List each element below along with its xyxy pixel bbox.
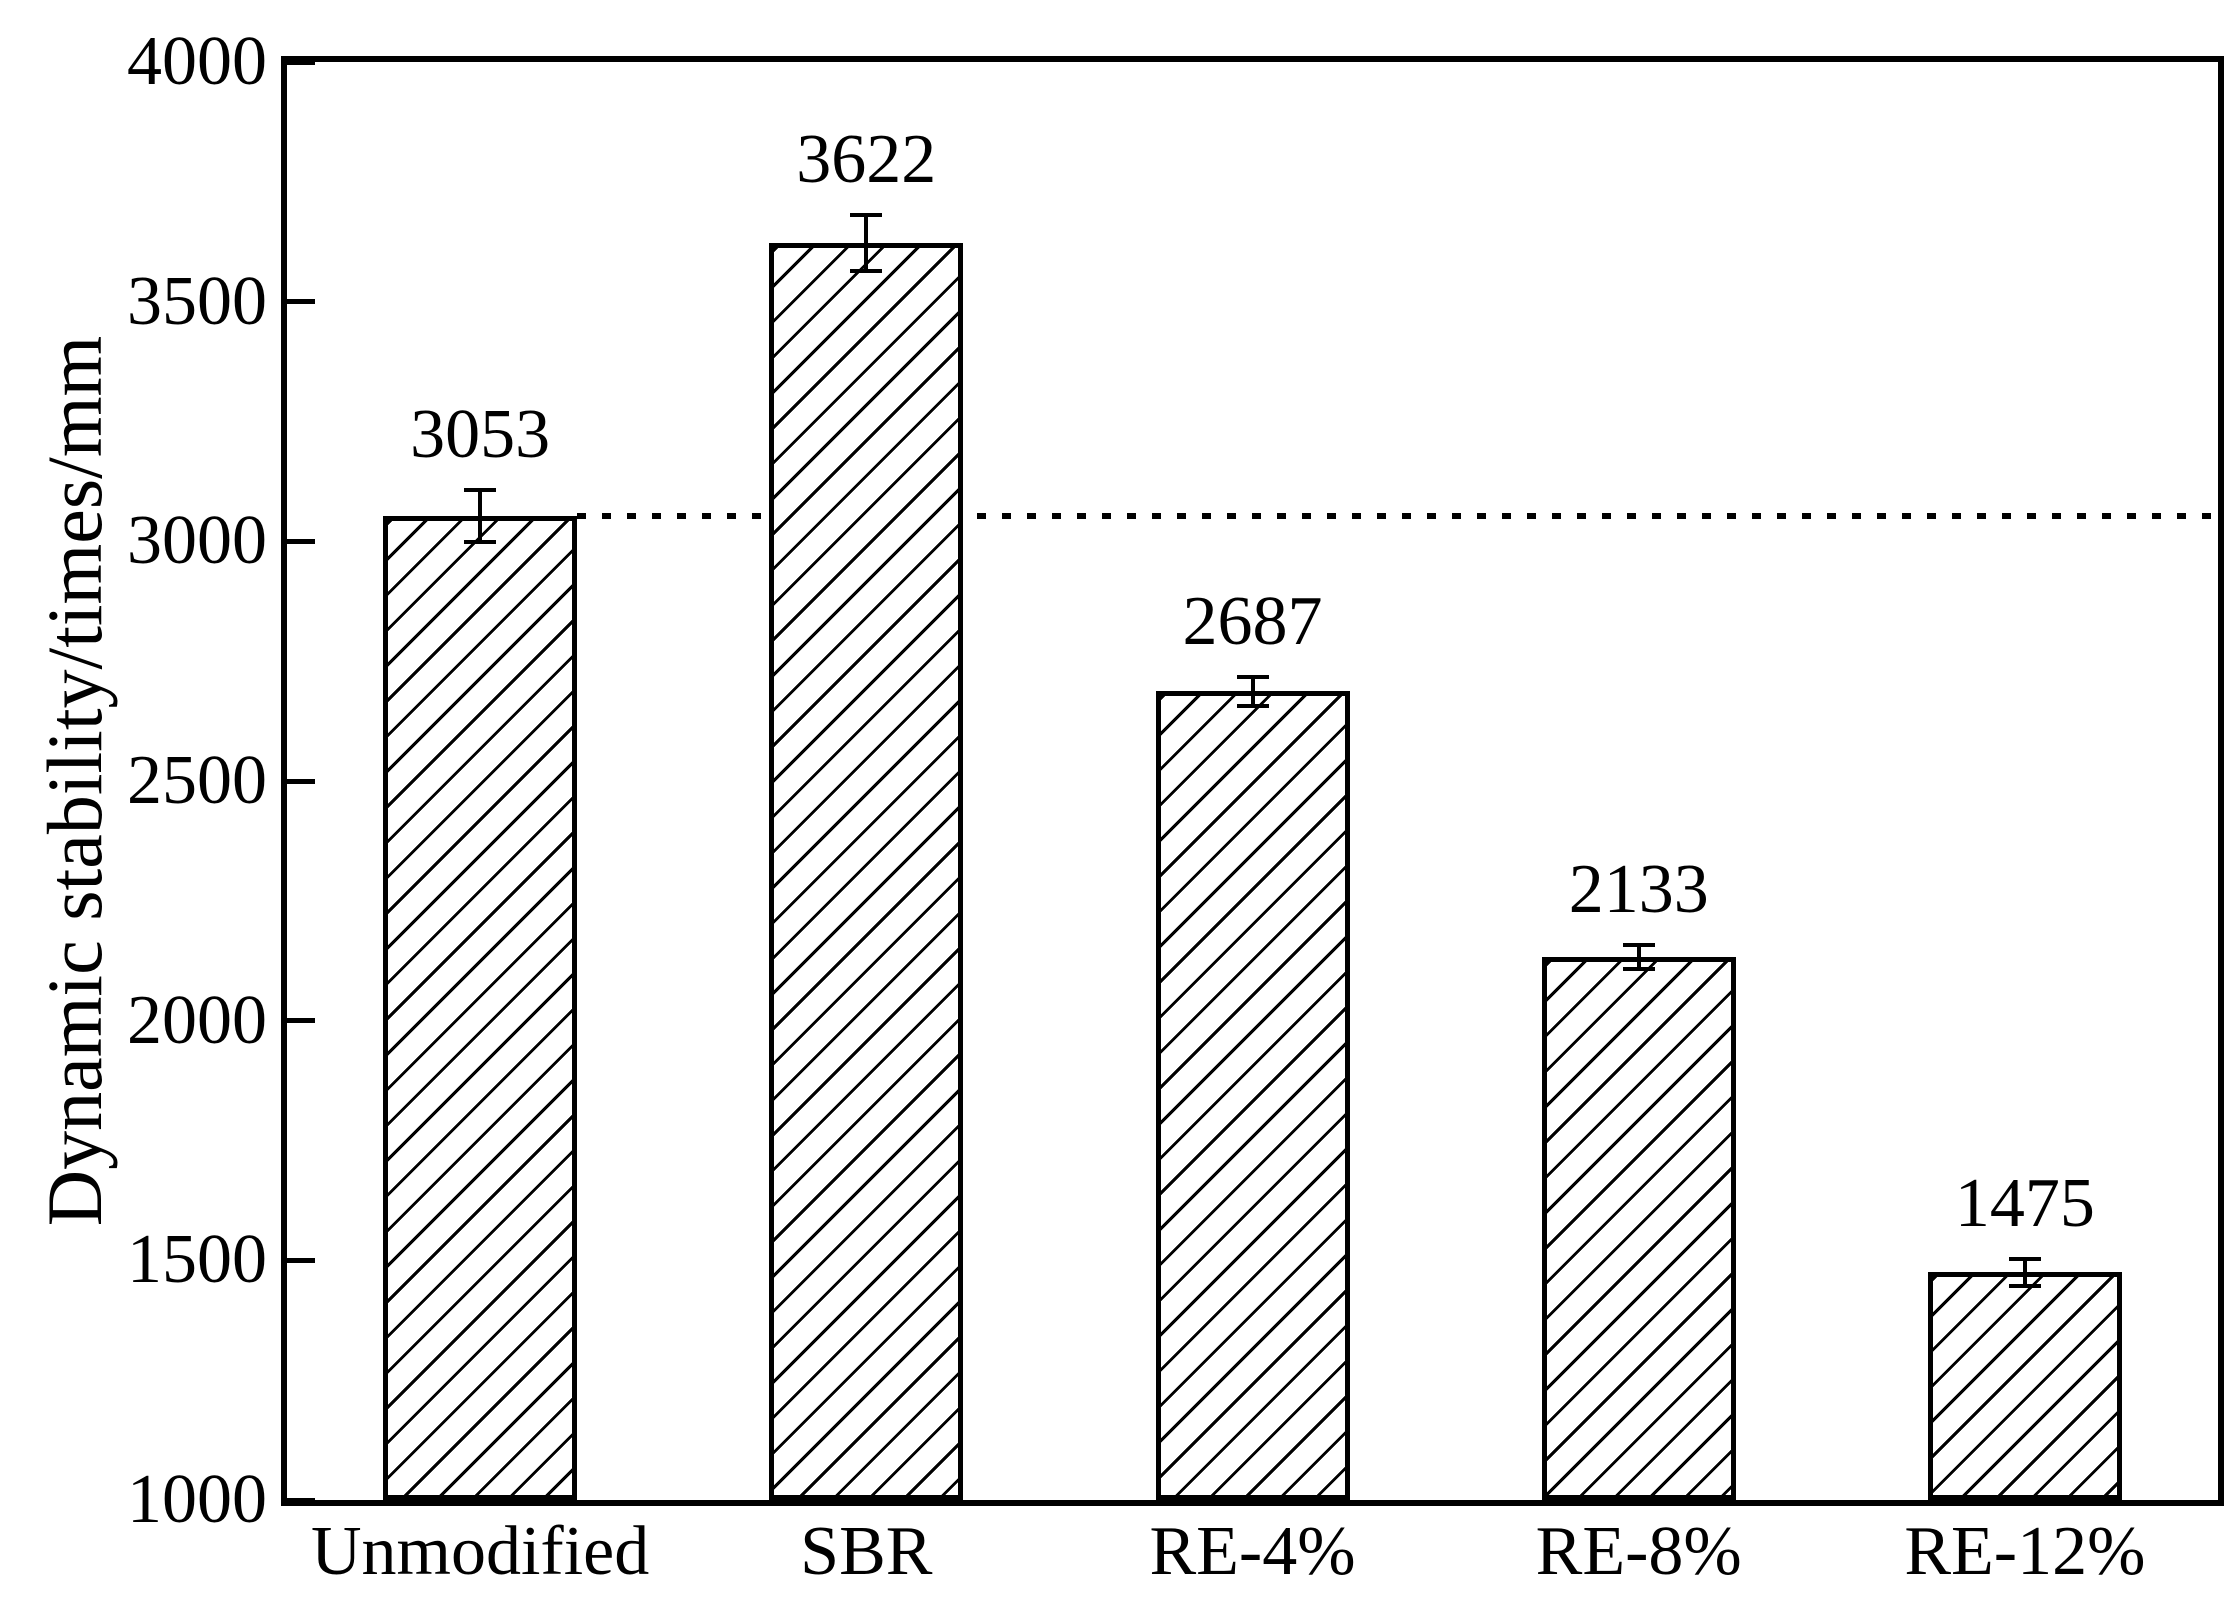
y-tick-label: 2000 bbox=[127, 981, 267, 1059]
bar-value-label: 3622 bbox=[796, 121, 937, 199]
bar-value-label: 2133 bbox=[1568, 850, 1709, 928]
y-tick-mark bbox=[287, 299, 315, 305]
error-bar-bottom-cap bbox=[1236, 703, 1269, 708]
y-tick-mark bbox=[287, 59, 315, 65]
y-tick-mark bbox=[287, 538, 315, 544]
x-category-label: RE-8% bbox=[1535, 1513, 1742, 1590]
error-bar-top-cap bbox=[1622, 942, 1655, 947]
y-tick-label: 2500 bbox=[127, 742, 267, 819]
error-bar bbox=[1636, 944, 1641, 969]
bar bbox=[383, 515, 578, 1500]
y-axis-title: Dynamic stability/times/mm bbox=[31, 335, 118, 1227]
error-bar-top-cap bbox=[1236, 674, 1269, 679]
error-bar bbox=[1250, 676, 1255, 706]
error-bar-bottom-cap bbox=[1622, 966, 1655, 971]
y-tick-label: 1000 bbox=[127, 1461, 267, 1538]
bar bbox=[1927, 1272, 2122, 1500]
error-bar bbox=[478, 489, 483, 543]
y-tick-label: 3500 bbox=[127, 262, 267, 340]
y-tick-label: 1500 bbox=[127, 1221, 267, 1299]
error-bar-top-cap bbox=[850, 213, 883, 218]
x-category-label: SBR bbox=[800, 1513, 933, 1590]
error-bar-bottom-cap bbox=[850, 268, 883, 273]
x-category-label: Unmodified bbox=[310, 1513, 650, 1590]
plot-frame bbox=[281, 56, 2224, 1506]
error-bar-top-cap bbox=[464, 487, 497, 492]
reference-dotted-line bbox=[577, 512, 2218, 519]
y-tick-label: 4000 bbox=[127, 23, 267, 100]
x-category-label: RE-12% bbox=[1904, 1513, 2146, 1590]
bar-value-label: 3053 bbox=[410, 395, 551, 473]
error-bar-top-cap bbox=[2008, 1256, 2041, 1261]
x-category-label: RE-4% bbox=[1149, 1513, 1356, 1590]
y-tick-mark bbox=[287, 1497, 315, 1503]
bar-value-label: 2687 bbox=[1182, 582, 1323, 660]
error-bar bbox=[2022, 1258, 2027, 1286]
y-tick-mark bbox=[287, 778, 315, 784]
error-bar-bottom-cap bbox=[2008, 1283, 2041, 1288]
bar bbox=[769, 243, 964, 1500]
bar-value-label: 1475 bbox=[1954, 1164, 2095, 1242]
bar bbox=[1541, 956, 1736, 1500]
y-tick-mark bbox=[287, 1257, 315, 1263]
y-tick-label: 3000 bbox=[127, 502, 267, 580]
bar bbox=[1155, 691, 1350, 1500]
error-bar bbox=[864, 215, 869, 271]
error-bar-bottom-cap bbox=[464, 540, 497, 545]
y-tick-mark bbox=[287, 1018, 315, 1024]
